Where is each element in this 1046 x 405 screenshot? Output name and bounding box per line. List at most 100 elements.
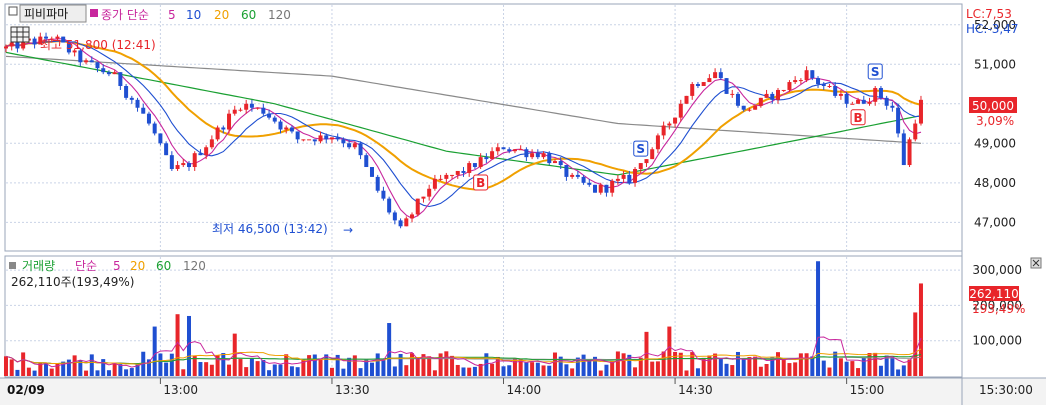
- candle-body: [604, 184, 609, 193]
- candle-body: [747, 109, 752, 111]
- candle-body: [3, 46, 9, 49]
- volume-bar: [804, 353, 809, 376]
- candle-body: [861, 99, 866, 104]
- candle-body: [655, 135, 660, 150]
- volume-bar: [558, 356, 563, 376]
- volume-title: 거래량: [22, 259, 55, 273]
- volume-bar: [770, 357, 775, 376]
- volume-bar: [9, 359, 14, 376]
- candle-body: [95, 62, 100, 69]
- volume-bar: [798, 353, 803, 376]
- candle-body: [341, 139, 346, 144]
- volume-bar: [455, 364, 460, 376]
- volume-bar: [444, 351, 449, 376]
- volume-period-120: 120: [183, 259, 206, 273]
- volume-bar: [850, 361, 855, 376]
- volume-bar: [221, 353, 226, 376]
- candle-body: [541, 153, 546, 158]
- candle-body: [249, 103, 254, 108]
- candle-body: [684, 95, 689, 104]
- table-icon[interactable]: [10, 26, 30, 43]
- candle-body: [78, 50, 83, 63]
- volume-bar: [581, 354, 586, 376]
- volume-bar: [267, 370, 272, 376]
- volume-bar: [432, 370, 437, 376]
- volume-bar: [192, 355, 197, 376]
- low-arrow-icon: →: [343, 223, 353, 237]
- volume-bar: [827, 367, 832, 376]
- volume-bar: [392, 366, 397, 376]
- volume-bar: [164, 362, 169, 376]
- candle-body: [255, 107, 260, 109]
- ma20-line: [5, 40, 922, 191]
- volume-bar: [295, 367, 300, 376]
- candle-body: [61, 36, 66, 43]
- volume-bar: [661, 351, 666, 376]
- volume-bar: [867, 353, 872, 376]
- candle-body: [678, 103, 683, 118]
- candle-body: [186, 163, 191, 168]
- candle-body: [512, 149, 517, 152]
- candle-body: [44, 36, 49, 39]
- candle-body: [564, 165, 569, 177]
- volume-bar: [364, 359, 369, 376]
- volume-bar: [896, 369, 901, 376]
- stock-menu-button[interactable]: [19, 4, 87, 23]
- candle-body: [146, 113, 151, 124]
- volume-bar: [255, 361, 260, 376]
- volume-bar: [598, 370, 603, 376]
- volume-bar: [821, 360, 826, 376]
- candle-body: [787, 82, 792, 90]
- buy-signal-label: B: [853, 111, 862, 125]
- ma60-line: [5, 51, 922, 176]
- candle-body: [364, 155, 369, 168]
- volume-legend-icon: [9, 262, 16, 269]
- candle-body: [758, 97, 763, 106]
- candle-body: [901, 133, 906, 166]
- volume-bar: [615, 351, 620, 376]
- volume-bar: [787, 363, 792, 376]
- volume-bar: [375, 353, 380, 376]
- volume-ma-lines: [5, 336, 922, 368]
- volume-bar: [124, 369, 129, 376]
- collapse-icon[interactable]: [8, 6, 18, 16]
- volume-axis: 100,000 200,000 300,000: [972, 263, 1022, 348]
- volume-bar: [552, 352, 557, 376]
- volume-bar: [32, 370, 37, 376]
- candle-body: [793, 80, 798, 83]
- volume-bar: [369, 362, 374, 376]
- volume-bar: [244, 367, 249, 376]
- ma-period-10: 10: [186, 8, 201, 22]
- ma-legend-icon: [90, 9, 98, 17]
- candle-body: [192, 153, 197, 168]
- current-price-box: [969, 97, 1017, 113]
- candle-body: [707, 78, 712, 83]
- candle-body: [753, 105, 758, 110]
- volume-bar: [713, 353, 718, 376]
- volume-bar: [289, 366, 294, 376]
- volume-bar: [655, 361, 660, 376]
- candle-body: [72, 50, 77, 53]
- volume-bar: [352, 355, 357, 376]
- volume-bar: [66, 359, 71, 376]
- candle-body: [770, 93, 775, 100]
- volume-bar: [644, 331, 649, 376]
- candle-body: [467, 163, 472, 173]
- candle-body: [427, 188, 432, 197]
- candle-body: [84, 60, 89, 63]
- candle-body: [135, 99, 140, 108]
- candle-body: [38, 36, 43, 45]
- current-price-pct: 3,09%: [976, 114, 1014, 128]
- volume-bar: [89, 354, 94, 376]
- candle-body: [55, 36, 60, 39]
- sell-signal-label: S: [636, 142, 645, 156]
- candle-body: [432, 178, 437, 189]
- candle-body: [278, 121, 283, 130]
- buy-signal-label: B: [476, 176, 485, 190]
- volume-bar: [186, 315, 191, 376]
- close-icon[interactable]: [1030, 257, 1042, 269]
- candle-body: [850, 103, 855, 105]
- candle-body: [307, 139, 312, 141]
- volume-bar: [678, 352, 683, 376]
- volume-bar: [753, 356, 758, 376]
